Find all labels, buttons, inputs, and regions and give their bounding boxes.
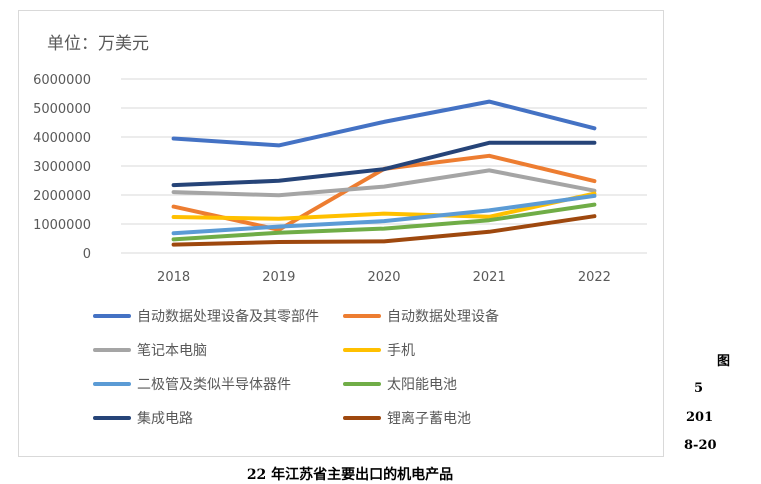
series-line-2 (171, 168, 597, 198)
legend-label-4: 二极管及类似半导体器件 (137, 377, 291, 393)
side-label-2: 5 (694, 381, 704, 396)
side-label-1: 图 (717, 354, 731, 369)
x-tick-label-2: 2020 (367, 270, 400, 285)
series-line-4 (171, 193, 597, 236)
series-lines (171, 99, 597, 247)
x-axis-ticks: 2018 2019 2020 2021 2022 (157, 270, 611, 285)
figure-caption: 22 年江苏省主要出口的机电产品 (246, 467, 454, 483)
legend-label-2: 笔记本电脑 (137, 343, 207, 359)
side-label-3: 201 (686, 410, 714, 425)
legend-label-5: 太阳能电池 (387, 377, 457, 393)
x-tick-label-3: 2021 (473, 270, 506, 285)
y-tick-label-2: 2000000 (33, 189, 91, 204)
series-line-7 (171, 214, 597, 247)
y-tick-label-4: 4000000 (33, 131, 91, 146)
chart-svg: 单位：万美元 0 1000000 2000000 3000000 4000000 5000… (33, 34, 647, 427)
legend-label-7: 锂离子蓄电池 (387, 410, 471, 427)
series-line-5 (171, 202, 597, 242)
y-tick-label-1: 1000000 (33, 218, 91, 233)
x-tick-label-1: 2019 (262, 270, 295, 285)
chart-frame: 单位：万美元 0 1000000 2000000 3000000 4000000 5000… (18, 10, 664, 457)
y-tick-label-0: 0 (83, 247, 91, 262)
y-tick-label-6: 6000000 (33, 73, 91, 88)
legend-label-1: 自动数据处理设备 (387, 308, 499, 325)
legend-label-6: 集成电路 (137, 410, 193, 427)
series-line-6 (171, 140, 597, 188)
series-line-3 (171, 191, 597, 221)
x-tick-label-4: 2022 (578, 270, 611, 285)
unit-label: 单位：万美元 (47, 34, 149, 54)
y-axis-ticks: 0 1000000 2000000 3000000 4000000 5000000 6000… (33, 73, 91, 262)
y-tick-label-3: 3000000 (33, 160, 91, 175)
side-label-4: 8-20 (684, 438, 717, 453)
legend-label-0: 自动数据处理设备及其零部件 (137, 308, 319, 325)
legend-label-3: 手机 (387, 343, 415, 359)
x-tick-label-0: 2018 (157, 270, 190, 285)
y-tick-label-5: 5000000 (33, 102, 91, 117)
series-line-0 (171, 99, 597, 148)
